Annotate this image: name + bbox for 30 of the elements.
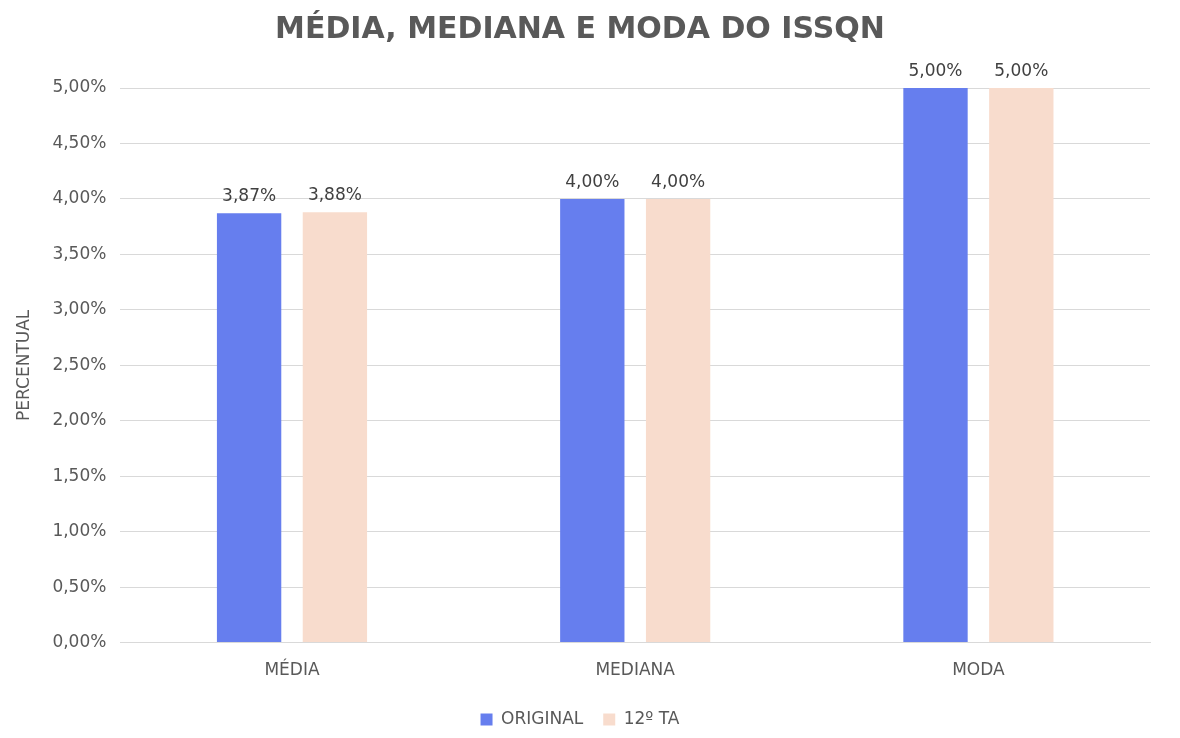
y-tick-label: 3,50% — [52, 242, 107, 263]
y-tick-label: 2,00% — [52, 409, 107, 430]
data-label: 3,88% — [307, 184, 362, 205]
y-tick-label: 0,00% — [52, 631, 107, 652]
bar — [989, 88, 1054, 643]
data-label: 4,00% — [651, 170, 706, 191]
data-label: 4,00% — [565, 170, 620, 191]
bar — [216, 213, 282, 643]
legend-label: 12º TA — [623, 707, 680, 728]
x-tick-label: MEDIANA — [595, 659, 676, 680]
y-tick-label: 0,50% — [52, 575, 107, 596]
bar — [645, 198, 711, 643]
y-tick-label: 1,00% — [52, 520, 107, 541]
legend-label: ORIGINAL — [501, 707, 584, 728]
bar — [903, 88, 968, 643]
y-tick-label: 4,00% — [52, 187, 107, 208]
data-label: 3,87% — [222, 185, 277, 206]
data-label: 5,00% — [908, 59, 963, 80]
chart-title: MÉDIA, MEDIANA E MODA DO ISSQN — [275, 9, 885, 45]
data-label: 5,00% — [994, 59, 1049, 80]
y-tick-label: 5,00% — [52, 76, 107, 97]
x-tick-label: MODA — [952, 659, 1005, 680]
bar — [302, 212, 368, 643]
y-tick-label: 3,00% — [52, 298, 107, 319]
y-tick-label: 1,50% — [52, 464, 107, 485]
x-tick-label: MÉDIA — [264, 658, 320, 680]
y-tick-label: 2,50% — [52, 353, 107, 374]
y-axis-title: PERCENTUAL — [12, 309, 33, 421]
bar — [560, 198, 625, 643]
y-tick-label: 4,50% — [52, 131, 107, 152]
